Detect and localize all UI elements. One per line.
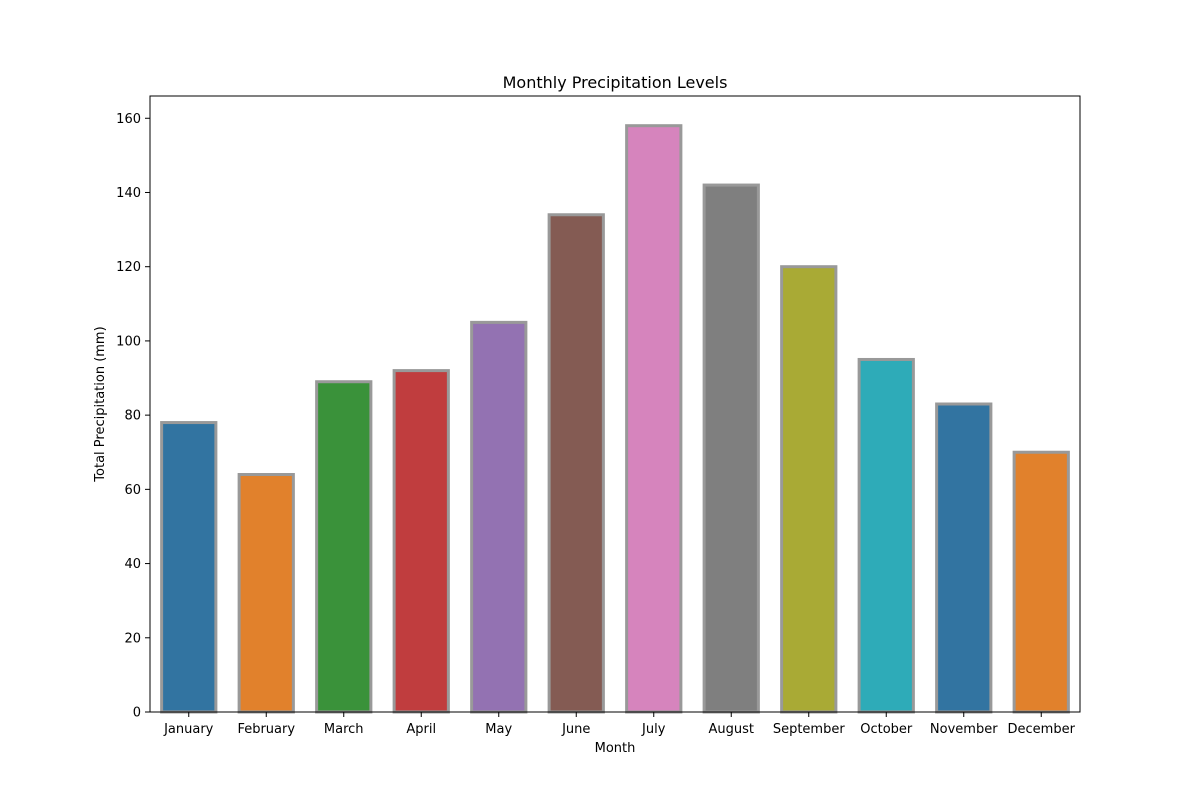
chart-title: Monthly Precipitation Levels	[503, 73, 728, 92]
bar-june	[547, 213, 605, 714]
x-tick-label-august: August	[709, 722, 755, 737]
x-tick-label-december: December	[1008, 722, 1076, 737]
x-tick-label-october: October	[860, 722, 913, 737]
bars-group	[160, 124, 1070, 714]
x-tick-label-september: September	[773, 722, 846, 737]
y-tick-label: 20	[124, 631, 141, 646]
y-tick-label: 140	[116, 186, 141, 201]
x-tick-label-november: November	[930, 722, 998, 737]
bar-april	[392, 369, 450, 714]
bar-february	[237, 473, 295, 714]
y-tick-label: 40	[124, 557, 141, 572]
bar-december	[1012, 450, 1070, 714]
x-axis-ticks: January February March April May June July Augu…	[163, 712, 1076, 737]
bar-september	[780, 265, 838, 714]
x-tick-label-january: January	[163, 722, 214, 737]
bar-may	[470, 320, 528, 714]
y-tick-label: 60	[124, 483, 141, 498]
x-tick-label-may: May	[485, 722, 512, 737]
y-axis-label: Total Precipitation (mm)	[93, 326, 108, 482]
x-axis-label: Month	[595, 741, 636, 756]
y-tick-label: 0	[133, 706, 141, 721]
x-tick-label-june: June	[561, 722, 590, 737]
x-tick-label-july: July	[641, 722, 666, 737]
x-tick-label-february: February	[237, 722, 295, 737]
bar-july	[625, 124, 683, 714]
bar-march	[315, 380, 373, 714]
bar-january	[160, 421, 218, 714]
y-tick-label: 80	[124, 409, 141, 424]
y-axis-ticks: 0 20 40 60 80 100 120 140 160	[116, 112, 150, 721]
y-tick-label: 120	[116, 260, 141, 275]
bar-august	[702, 183, 760, 714]
bar-october	[857, 357, 915, 714]
y-tick-label: 100	[116, 334, 141, 349]
plot-frame	[149, 95, 1081, 713]
x-tick-label-april: April	[406, 722, 436, 737]
x-tick-label-march: March	[324, 722, 364, 737]
bar-november	[935, 402, 993, 714]
y-tick-label: 160	[116, 112, 141, 127]
